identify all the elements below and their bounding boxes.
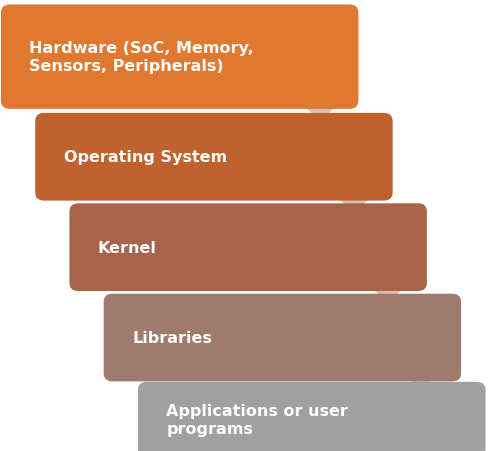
- FancyBboxPatch shape: [69, 204, 426, 291]
- Polygon shape: [335, 196, 372, 213]
- Bar: [344, 193, 363, 196]
- FancyBboxPatch shape: [138, 382, 485, 451]
- FancyBboxPatch shape: [35, 114, 392, 201]
- FancyBboxPatch shape: [103, 294, 460, 382]
- Bar: [310, 101, 329, 105]
- Text: Kernel: Kernel: [98, 240, 156, 255]
- Polygon shape: [402, 373, 439, 390]
- Bar: [378, 283, 396, 286]
- Text: Hardware (SoC, Memory,
Sensors, Peripherals): Hardware (SoC, Memory, Sensors, Peripher…: [29, 41, 254, 74]
- Text: Operating System: Operating System: [63, 150, 226, 165]
- FancyBboxPatch shape: [1, 5, 358, 110]
- Polygon shape: [302, 105, 338, 122]
- Text: Libraries: Libraries: [132, 330, 211, 345]
- Text: Applications or user
programs: Applications or user programs: [166, 403, 347, 436]
- Polygon shape: [369, 286, 405, 304]
